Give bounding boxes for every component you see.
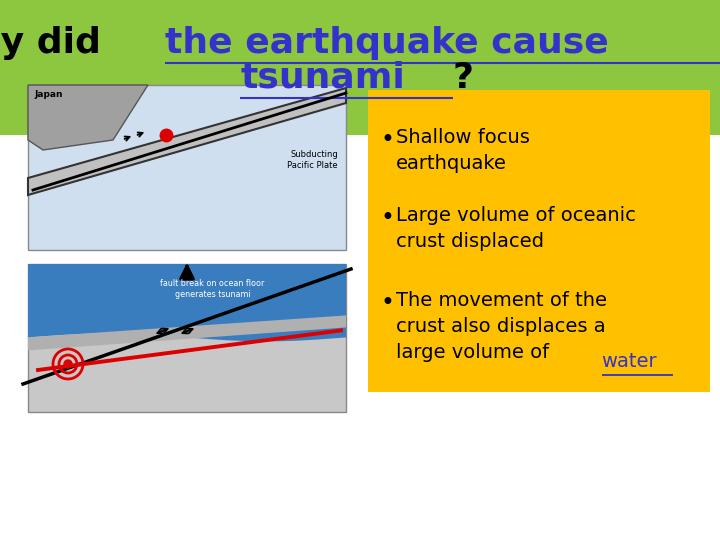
FancyBboxPatch shape [0,0,720,135]
Text: Subducting
Pacific Plate: Subducting Pacific Plate [287,150,338,170]
Text: water: water [602,352,657,371]
Text: ?: ? [453,61,474,95]
FancyBboxPatch shape [28,85,346,250]
Polygon shape [28,264,346,341]
Text: tsunami: tsunami [240,61,405,95]
Text: •: • [380,128,394,152]
Polygon shape [28,85,148,150]
Polygon shape [28,315,346,350]
Text: The movement of the
crust also displaces a
large volume of: The movement of the crust also displaces… [396,291,607,361]
Text: the earthquake cause: the earthquake cause [165,26,608,60]
Text: •: • [380,206,394,230]
Text: Large volume of oceanic
crust displaced: Large volume of oceanic crust displaced [396,206,636,251]
Text: Why did: Why did [0,26,113,60]
Text: Shallow focus
earthquake: Shallow focus earthquake [396,128,530,173]
Polygon shape [28,88,346,195]
FancyBboxPatch shape [368,90,710,392]
Text: fault break on ocean floor
generates tsunami: fault break on ocean floor generates tsu… [161,279,265,299]
Circle shape [64,360,72,368]
Text: Japan: Japan [34,90,63,99]
Text: •: • [380,291,394,315]
FancyBboxPatch shape [28,264,346,412]
